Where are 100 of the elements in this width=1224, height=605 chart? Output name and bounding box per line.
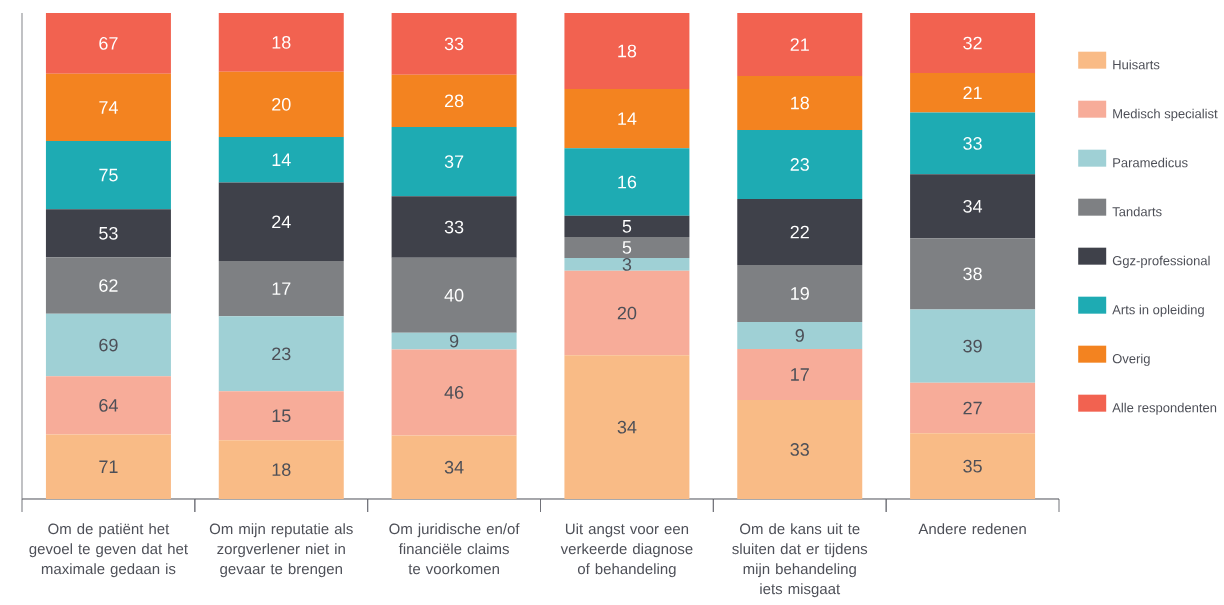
data-label: 3 — [622, 258, 632, 271]
data-label: 62 — [99, 279, 118, 292]
bar — [45, 141, 171, 210]
bar — [391, 13, 517, 75]
data-label: 16 — [618, 175, 637, 189]
bar — [910, 309, 1036, 383]
data-label: 75 — [99, 168, 118, 182]
legend-label: Alle respondenten — [1112, 402, 1217, 415]
bar — [737, 75, 863, 130]
data-label: 17 — [791, 368, 809, 381]
bar — [218, 182, 344, 261]
bar — [391, 257, 517, 333]
bar — [45, 376, 171, 435]
data-label: 28 — [444, 94, 464, 108]
data-label: 32 — [963, 36, 982, 50]
bar — [391, 127, 517, 197]
data-label: 18 — [272, 463, 291, 476]
bar — [737, 348, 863, 400]
bar — [564, 270, 690, 356]
data-label: 23 — [790, 158, 809, 171]
data-label: 40 — [444, 288, 464, 302]
data-label: 34 — [617, 420, 637, 434]
bar — [737, 264, 863, 322]
data-label: 21 — [963, 86, 982, 100]
bar — [45, 434, 171, 499]
legend-label: Paramedicus — [1113, 157, 1188, 168]
bar — [391, 332, 517, 350]
bar — [564, 215, 690, 237]
bar — [45, 313, 171, 377]
bar — [218, 391, 344, 441]
bar — [910, 174, 1036, 239]
bar — [391, 349, 517, 436]
bar — [45, 12, 171, 74]
bar — [737, 198, 863, 265]
data-label: 14 — [618, 112, 637, 125]
bar — [218, 136, 344, 183]
data-label: 18 — [272, 35, 291, 49]
data-label: 35 — [963, 459, 982, 473]
legend-label: Medisch specialist — [1113, 108, 1218, 121]
bar — [45, 73, 171, 142]
data-label: 23 — [272, 347, 291, 361]
bar — [564, 148, 690, 216]
bar — [737, 399, 863, 499]
x-tick-label: Uit angst voor een verkeerde diagnose of behandeling — [560, 523, 693, 578]
data-label: 9 — [449, 334, 459, 348]
bar — [910, 433, 1036, 499]
data-label: 53 — [99, 226, 118, 240]
bar — [910, 73, 1036, 113]
x-tick-label: Om de patiënt het gevoel te geven dat het maximale gedaan is — [29, 523, 188, 578]
data-label: 5 — [622, 241, 632, 254]
data-label: 69 — [99, 338, 118, 352]
bar — [564, 236, 690, 259]
data-label: 14 — [272, 153, 291, 166]
data-label: 20 — [617, 306, 637, 320]
bar — [391, 435, 517, 499]
bar — [391, 74, 517, 128]
data-label: 21 — [790, 38, 809, 51]
bar — [737, 12, 863, 76]
bar — [564, 89, 690, 149]
data-label: 27 — [963, 401, 982, 415]
data-label: 22 — [790, 225, 809, 239]
data-label: 19 — [791, 287, 809, 300]
bar — [45, 257, 171, 314]
data-label: 33 — [790, 443, 809, 456]
data-label: 18 — [791, 96, 809, 110]
data-label: 37 — [444, 155, 464, 168]
bar — [564, 355, 690, 499]
bar — [564, 258, 690, 271]
bar — [45, 209, 171, 258]
x-tick-label: Andere redenen — [918, 523, 1026, 535]
bar — [218, 316, 344, 392]
data-label: 17 — [272, 282, 291, 295]
bar — [564, 12, 690, 90]
legend-label: Tandarts — [1112, 206, 1162, 217]
bar — [910, 238, 1036, 310]
data-label: 33 — [444, 37, 464, 51]
bar — [218, 440, 344, 499]
data-label: 5 — [622, 220, 632, 233]
bar — [218, 260, 344, 317]
data-label: 33 — [963, 137, 982, 150]
data-label: 24 — [272, 215, 291, 229]
bar — [737, 321, 863, 349]
x-tick-label: Om juridische en/of financiële claims te voorkomen — [389, 523, 520, 575]
data-label: 34 — [444, 460, 464, 474]
data-label: 64 — [99, 399, 118, 412]
bar — [391, 196, 517, 258]
x-tick-label: Om de kans uit te sluiten dat er tijdens mijn behandeling iets misgaat — [732, 523, 868, 598]
bar — [910, 382, 1036, 434]
data-label: 33 — [444, 220, 464, 234]
legend-label: Huisarts — [1113, 59, 1160, 70]
legend-label: Ggz-professional — [1112, 255, 1210, 268]
bar — [218, 12, 344, 72]
bar — [910, 112, 1036, 175]
data-label: 39 — [963, 339, 982, 353]
bar — [218, 71, 344, 137]
data-label: 9 — [795, 329, 804, 342]
data-label: 46 — [444, 386, 464, 399]
legend-label: Arts in opleiding — [1112, 304, 1204, 317]
data-label: 18 — [618, 44, 637, 58]
data-label: 15 — [272, 409, 291, 423]
